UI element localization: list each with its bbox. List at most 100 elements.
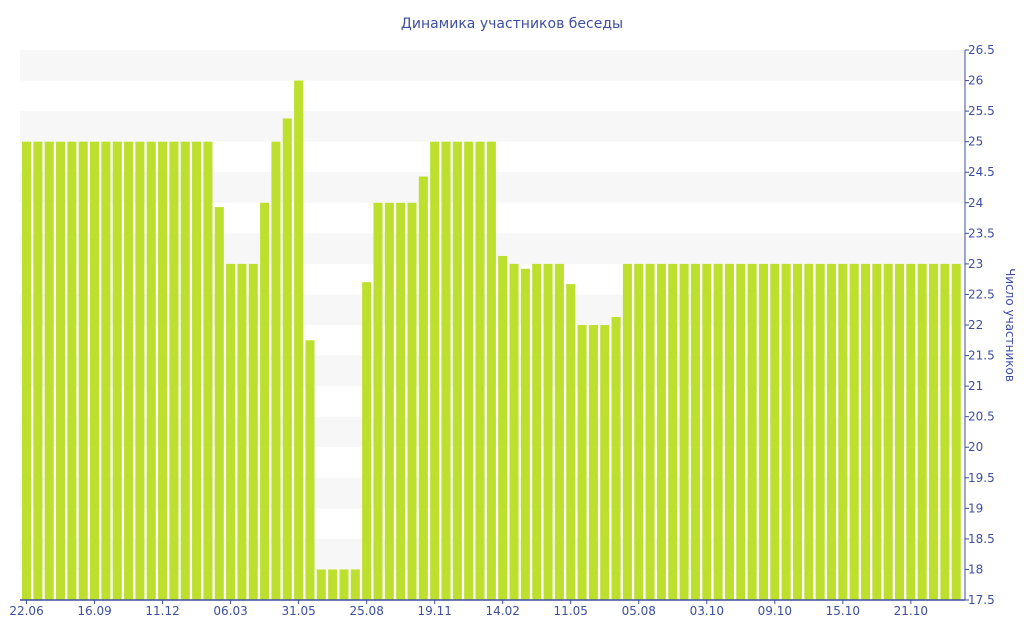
x-tick-label: 25.08 bbox=[349, 604, 383, 618]
bar bbox=[260, 202, 270, 600]
bar bbox=[509, 263, 519, 600]
y-tick-label: 23.5 bbox=[968, 226, 995, 240]
bar bbox=[328, 569, 338, 600]
bar bbox=[498, 255, 508, 600]
y-tick-label: 19.5 bbox=[968, 471, 995, 485]
bar bbox=[906, 263, 916, 600]
bar bbox=[158, 141, 168, 600]
bar bbox=[135, 141, 145, 600]
y-tick-label: 18 bbox=[968, 562, 983, 576]
bar bbox=[418, 176, 428, 600]
bar bbox=[192, 141, 202, 600]
y-tick-label: 22 bbox=[968, 318, 983, 332]
bar bbox=[56, 141, 66, 600]
bar bbox=[305, 340, 315, 600]
bar bbox=[339, 569, 349, 600]
y-axis: 17.5 18 18.5 19 19.5 20 20.5 21 21.5 22 22.5 23 23.5… bbox=[964, 43, 995, 607]
bar bbox=[656, 263, 666, 600]
bar bbox=[634, 263, 644, 600]
bar bbox=[804, 263, 814, 600]
bar bbox=[78, 141, 88, 600]
bar bbox=[520, 268, 530, 600]
bar bbox=[475, 141, 485, 600]
bar bbox=[747, 263, 757, 600]
bar bbox=[362, 282, 372, 600]
bar bbox=[826, 263, 837, 600]
bar bbox=[226, 263, 236, 600]
bar bbox=[180, 141, 190, 600]
bar bbox=[815, 263, 825, 600]
x-tick-label: 11.05 bbox=[554, 604, 588, 618]
bar bbox=[690, 263, 700, 600]
bars bbox=[22, 80, 961, 601]
x-tick-label: 22.06 bbox=[9, 604, 43, 618]
bar bbox=[577, 325, 587, 600]
y-tick-label: 24.5 bbox=[968, 165, 995, 179]
bar bbox=[33, 141, 43, 600]
bar bbox=[588, 325, 598, 600]
bar bbox=[282, 118, 292, 600]
bar bbox=[645, 263, 655, 600]
bar bbox=[849, 263, 859, 600]
y-tick-label: 21 bbox=[968, 379, 983, 393]
x-tick-label: 11.12 bbox=[145, 604, 179, 618]
y-tick-label: 20.5 bbox=[968, 410, 995, 424]
x-tick-label: 31.05 bbox=[281, 604, 315, 618]
y-tick-label: 17.5 bbox=[968, 593, 995, 607]
bar bbox=[532, 263, 542, 600]
x-tick-label: 05.08 bbox=[622, 604, 656, 618]
bar bbox=[112, 141, 122, 600]
y-tick-label: 25 bbox=[968, 135, 983, 149]
bar bbox=[883, 263, 893, 600]
x-tick-label: 15.10 bbox=[826, 604, 860, 618]
bar bbox=[566, 284, 576, 600]
bar bbox=[316, 569, 326, 600]
y-tick-label: 21.5 bbox=[968, 349, 995, 363]
bar bbox=[713, 263, 723, 600]
bar bbox=[758, 263, 768, 600]
bar bbox=[407, 202, 417, 600]
bar bbox=[928, 263, 939, 600]
y-tick-label: 25.5 bbox=[968, 104, 995, 118]
bar bbox=[872, 263, 882, 600]
bar bbox=[611, 317, 621, 600]
grid-band bbox=[20, 111, 965, 142]
bar bbox=[940, 263, 950, 600]
x-tick-label: 19.11 bbox=[417, 604, 451, 618]
bar bbox=[430, 141, 440, 600]
bar bbox=[441, 141, 451, 600]
bar bbox=[464, 141, 474, 600]
bar bbox=[237, 263, 247, 600]
bar bbox=[90, 141, 100, 600]
bar bbox=[668, 263, 678, 600]
y-tick-label: 24 bbox=[968, 196, 983, 210]
bar bbox=[792, 263, 803, 600]
x-tick-label: 14.02 bbox=[486, 604, 520, 618]
x-tick-label: 21.10 bbox=[894, 604, 928, 618]
bar bbox=[724, 263, 734, 600]
bar bbox=[101, 141, 111, 600]
bar bbox=[951, 263, 961, 600]
bar bbox=[214, 207, 224, 601]
y-axis-title: Число участников bbox=[1003, 268, 1017, 382]
x-axis: 22.06 16.09 11.12 06.03 31.05 25.08 19.11 14.02… bbox=[9, 599, 965, 618]
y-tick-label: 23 bbox=[968, 257, 983, 271]
x-tick-label: 16.09 bbox=[77, 604, 111, 618]
bar bbox=[452, 141, 462, 600]
bar bbox=[860, 263, 871, 600]
bar bbox=[294, 80, 304, 601]
y-tick-label: 26 bbox=[968, 74, 983, 88]
bar bbox=[350, 569, 360, 600]
x-tick-label: 06.03 bbox=[213, 604, 247, 618]
bar bbox=[67, 141, 77, 600]
bar bbox=[169, 141, 179, 600]
x-tick-label: 03.10 bbox=[690, 604, 724, 618]
x-tick-label: 09.10 bbox=[758, 604, 792, 618]
bar bbox=[486, 141, 496, 600]
bar bbox=[146, 141, 156, 600]
bar bbox=[373, 202, 383, 600]
bar bbox=[124, 141, 134, 600]
bar bbox=[248, 263, 258, 600]
y-tick-label: 18.5 bbox=[968, 532, 995, 546]
